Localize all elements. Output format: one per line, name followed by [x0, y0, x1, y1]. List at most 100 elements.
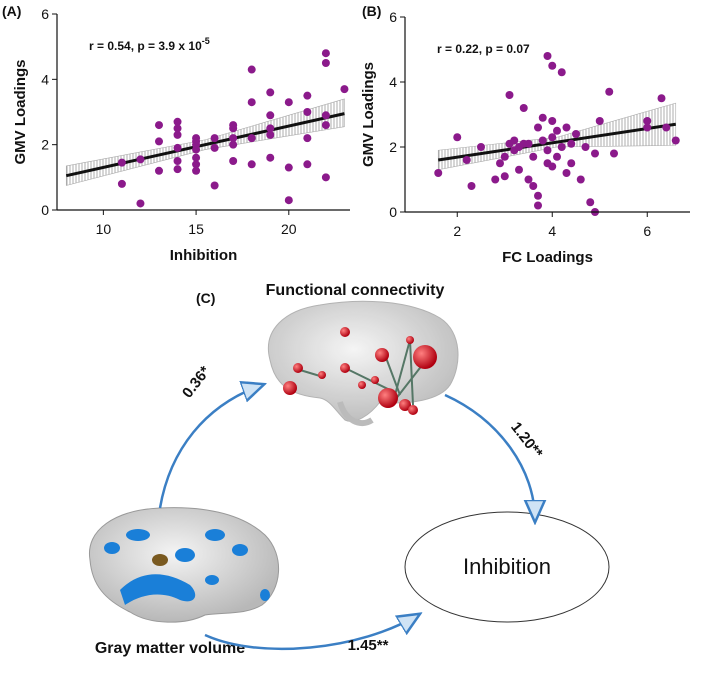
x-axis-label: Inhibition [170, 247, 237, 264]
data-point [284, 163, 293, 172]
annotation-text: r = 0.22, p = 0.07 [437, 42, 530, 56]
panel-label: (C) [196, 290, 215, 306]
data-point [266, 130, 275, 139]
data-point [534, 191, 542, 200]
mediation-diagram: (C) Functional connectivity G [88, 282, 610, 657]
data-point [586, 198, 595, 207]
annotation: r = 0.54, p = 3.9 x 10-5 [89, 36, 210, 53]
annotation-text: r = 0.54, p = 3.9 x 10 [89, 39, 202, 53]
data-point [543, 52, 552, 60]
fit-line [438, 122, 676, 162]
data-point [284, 196, 293, 205]
data-point [136, 199, 145, 208]
x-tick-label: 4 [548, 223, 556, 239]
data-point [671, 136, 680, 145]
y-tick-label: 6 [389, 9, 397, 25]
y-tick-label: 2 [389, 139, 397, 155]
data-point [266, 111, 275, 120]
data-point [643, 123, 652, 132]
edge-arrow [444, 393, 535, 520]
data-point [548, 133, 557, 142]
gmv-brain [88, 507, 279, 623]
x-tick-label: 15 [188, 221, 204, 237]
data-point [303, 160, 312, 169]
annotation: r = 0.22, p = 0.07 [437, 42, 530, 56]
data-point [581, 143, 590, 151]
y-tick-label: 4 [41, 71, 49, 87]
data-point [266, 88, 275, 97]
data-point [229, 157, 238, 165]
data-point [434, 169, 443, 177]
scatter-chart: (A) 0 2 4 6 10 15 20 Inhibition GMV Loadings r = 0… [2, 3, 350, 264]
x-tick-label: 6 [643, 223, 651, 239]
data-point [453, 133, 462, 142]
data-point [303, 108, 312, 116]
data-point [266, 124, 275, 133]
data-point [505, 91, 514, 99]
data-point [557, 68, 566, 77]
data-point [467, 182, 476, 190]
data-point [529, 152, 538, 161]
data-point [173, 157, 182, 165]
data-point [562, 123, 571, 132]
panel-label: (B) [362, 3, 381, 19]
edge-label: 0.36* [179, 363, 214, 401]
data-point [303, 134, 312, 143]
data-point [247, 160, 256, 169]
data-point [543, 159, 552, 168]
data-point [643, 117, 652, 125]
data-point [173, 130, 182, 139]
outcome-node [404, 511, 610, 623]
data-point [173, 124, 182, 133]
edge-label: 1.45** [348, 637, 389, 654]
data-point [548, 61, 557, 70]
data-point [610, 149, 618, 158]
data-point [543, 146, 552, 155]
data-point [538, 113, 547, 122]
data-point [591, 149, 599, 158]
data-point [321, 173, 330, 182]
data-point [136, 155, 145, 164]
data-point [154, 121, 163, 130]
y-tick-label: 2 [41, 137, 49, 153]
data-point [500, 152, 509, 161]
data-point [117, 179, 126, 188]
data-point [321, 49, 330, 58]
data-point [477, 143, 485, 151]
data-point [321, 111, 330, 120]
x-tick-label: 20 [281, 221, 297, 237]
data-point [605, 87, 614, 96]
data-point [192, 134, 201, 143]
edge-arrow [158, 385, 262, 509]
data-point [534, 123, 542, 132]
data-point [321, 59, 330, 67]
data-point [210, 134, 219, 143]
data-point [553, 126, 561, 135]
fc-label: Functional connectivity [266, 282, 445, 299]
outcome-label: Inhibition [463, 554, 551, 579]
data-point [496, 159, 504, 168]
data-point [515, 165, 523, 174]
data-point [524, 139, 533, 148]
data-point [247, 134, 256, 143]
x-tick-label: 10 [96, 221, 112, 237]
data-point [117, 158, 126, 167]
scatter-chart: (B) 0 2 4 6 2 4 6 FC Loadings GMV Loadings r = 0.2… [360, 3, 690, 266]
data-point [210, 181, 219, 190]
annotation-superscript: -5 [202, 36, 210, 46]
y-axis-label: GMV Loadings [360, 62, 377, 167]
data-point [192, 153, 201, 162]
data-point [538, 136, 547, 145]
data-point [173, 117, 182, 126]
data-point [562, 169, 571, 177]
y-axis-label: GMV Loadings [12, 60, 29, 165]
data-point [303, 91, 312, 100]
data-point [548, 117, 557, 125]
data-point [567, 139, 576, 148]
data-point [529, 182, 538, 190]
data-point [192, 160, 201, 169]
data-point [567, 159, 576, 168]
data-point [595, 117, 604, 125]
data-point [510, 136, 519, 145]
